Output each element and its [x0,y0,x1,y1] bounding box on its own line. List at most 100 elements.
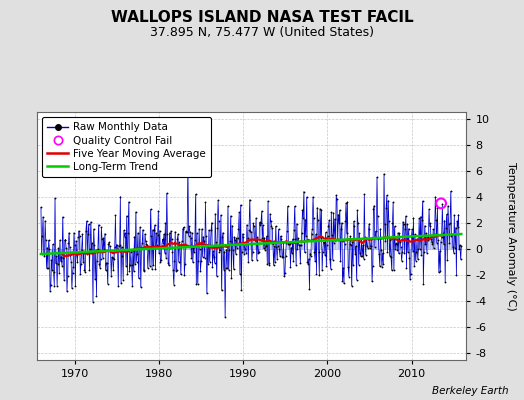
Point [375,251,383,257]
Point [183,162,192,168]
Point [304,261,312,267]
Point [437,200,445,206]
Point [156,228,164,234]
Point [210,260,219,266]
Point [434,236,442,243]
Point [203,244,212,250]
Point [110,256,118,262]
Point [378,263,386,270]
Point [88,249,96,255]
Point [250,223,258,229]
Point [140,268,148,275]
Point [172,267,181,274]
Point [204,261,212,267]
Point [129,268,138,274]
Point [182,228,191,234]
Point [199,234,208,240]
Point [235,209,243,216]
Point [421,222,429,229]
Point [420,248,428,255]
Point [220,266,228,273]
Point [104,241,113,248]
Point [330,240,339,246]
Point [177,271,185,278]
Point [359,256,368,262]
Point [72,238,80,244]
Point [86,245,94,252]
Point [418,216,426,223]
Point [53,282,61,289]
Point [408,226,416,232]
Point [370,202,378,209]
Point [426,220,434,226]
Point [434,269,443,276]
Point [222,265,230,272]
Point [435,248,444,254]
Point [373,174,381,180]
Point [40,253,49,259]
Point [107,273,115,279]
Point [171,228,179,235]
Point [427,236,435,242]
Point [115,242,123,249]
Point [76,271,84,278]
Point [261,243,270,250]
Point [302,194,311,200]
Point [335,220,343,226]
Point [106,243,114,249]
Point [345,241,354,248]
Point [313,204,321,211]
Point [425,206,433,212]
Point [347,283,356,289]
Point [286,241,294,247]
Point [390,223,399,230]
Point [275,246,283,252]
Point [399,221,408,228]
Point [58,262,66,269]
Point [250,237,259,244]
Point [432,217,440,224]
Point [318,267,326,274]
Point [341,240,349,247]
Point [89,298,97,305]
Point [90,226,98,232]
Point [270,243,278,250]
Point [383,192,391,199]
Point [100,246,108,252]
Point [376,263,384,270]
Point [366,243,375,250]
Point [255,249,263,255]
Point [419,198,427,204]
Point [101,267,110,274]
Point [217,212,225,218]
Point [131,261,139,267]
Point [210,254,218,260]
Point [98,236,106,242]
Point [331,216,339,222]
Point [152,242,161,248]
Point [155,250,163,256]
Point [137,244,146,251]
Point [48,267,57,273]
Point [194,258,203,264]
Point [49,241,57,248]
Point [457,243,465,250]
Point [378,250,387,256]
Point [357,236,366,242]
Point [224,267,233,273]
Point [265,262,274,268]
Point [454,224,462,230]
Point [230,266,238,272]
Point [144,265,152,271]
Point [70,242,79,248]
Point [53,261,62,268]
Point [202,233,210,240]
Point [362,235,370,241]
Point [440,241,448,248]
Point [86,219,95,225]
Point [273,256,281,262]
Point [410,263,418,269]
Point [64,240,72,246]
Point [281,253,290,259]
Point [45,237,53,244]
